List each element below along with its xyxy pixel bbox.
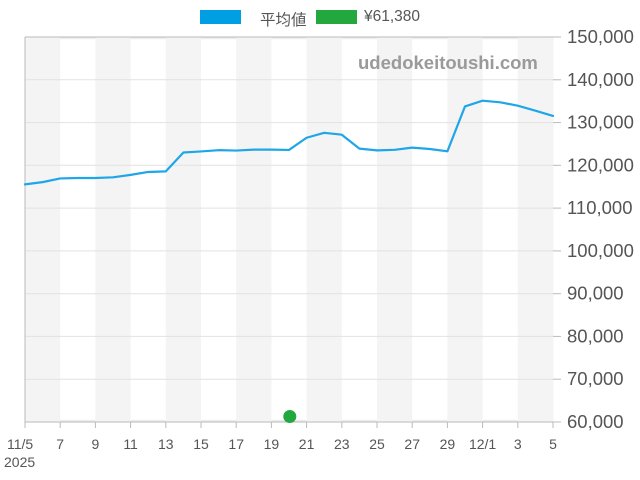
svg-text:11: 11	[123, 436, 138, 452]
svg-text:5: 5	[549, 436, 557, 452]
svg-text:100,000: 100,000	[567, 240, 634, 261]
svg-text:70,000: 70,000	[567, 368, 624, 389]
svg-text:140,000: 140,000	[567, 69, 634, 90]
svg-text:80,000: 80,000	[567, 325, 624, 346]
svg-text:23: 23	[334, 436, 350, 452]
svg-text:17: 17	[228, 436, 244, 452]
svg-text:110,000: 110,000	[567, 197, 633, 218]
svg-text:130,000: 130,000	[567, 112, 634, 133]
svg-text:90,000: 90,000	[567, 283, 624, 304]
svg-text:2025: 2025	[4, 454, 35, 470]
svg-text:120,000: 120,000	[567, 154, 634, 175]
svg-text:15: 15	[193, 436, 209, 452]
svg-text:29: 29	[440, 436, 456, 452]
svg-text:12/1: 12/1	[469, 436, 496, 452]
svg-text:25: 25	[369, 436, 385, 452]
svg-text:9: 9	[92, 436, 100, 452]
svg-text:7: 7	[56, 436, 64, 452]
svg-text:13: 13	[158, 436, 174, 452]
svg-text:60,000: 60,000	[567, 411, 624, 432]
svg-text:11/5: 11/5	[7, 436, 33, 452]
svg-text:27: 27	[404, 436, 420, 452]
svg-text:3: 3	[514, 436, 522, 452]
svg-text:21: 21	[299, 436, 315, 452]
svg-text:19: 19	[264, 436, 280, 452]
